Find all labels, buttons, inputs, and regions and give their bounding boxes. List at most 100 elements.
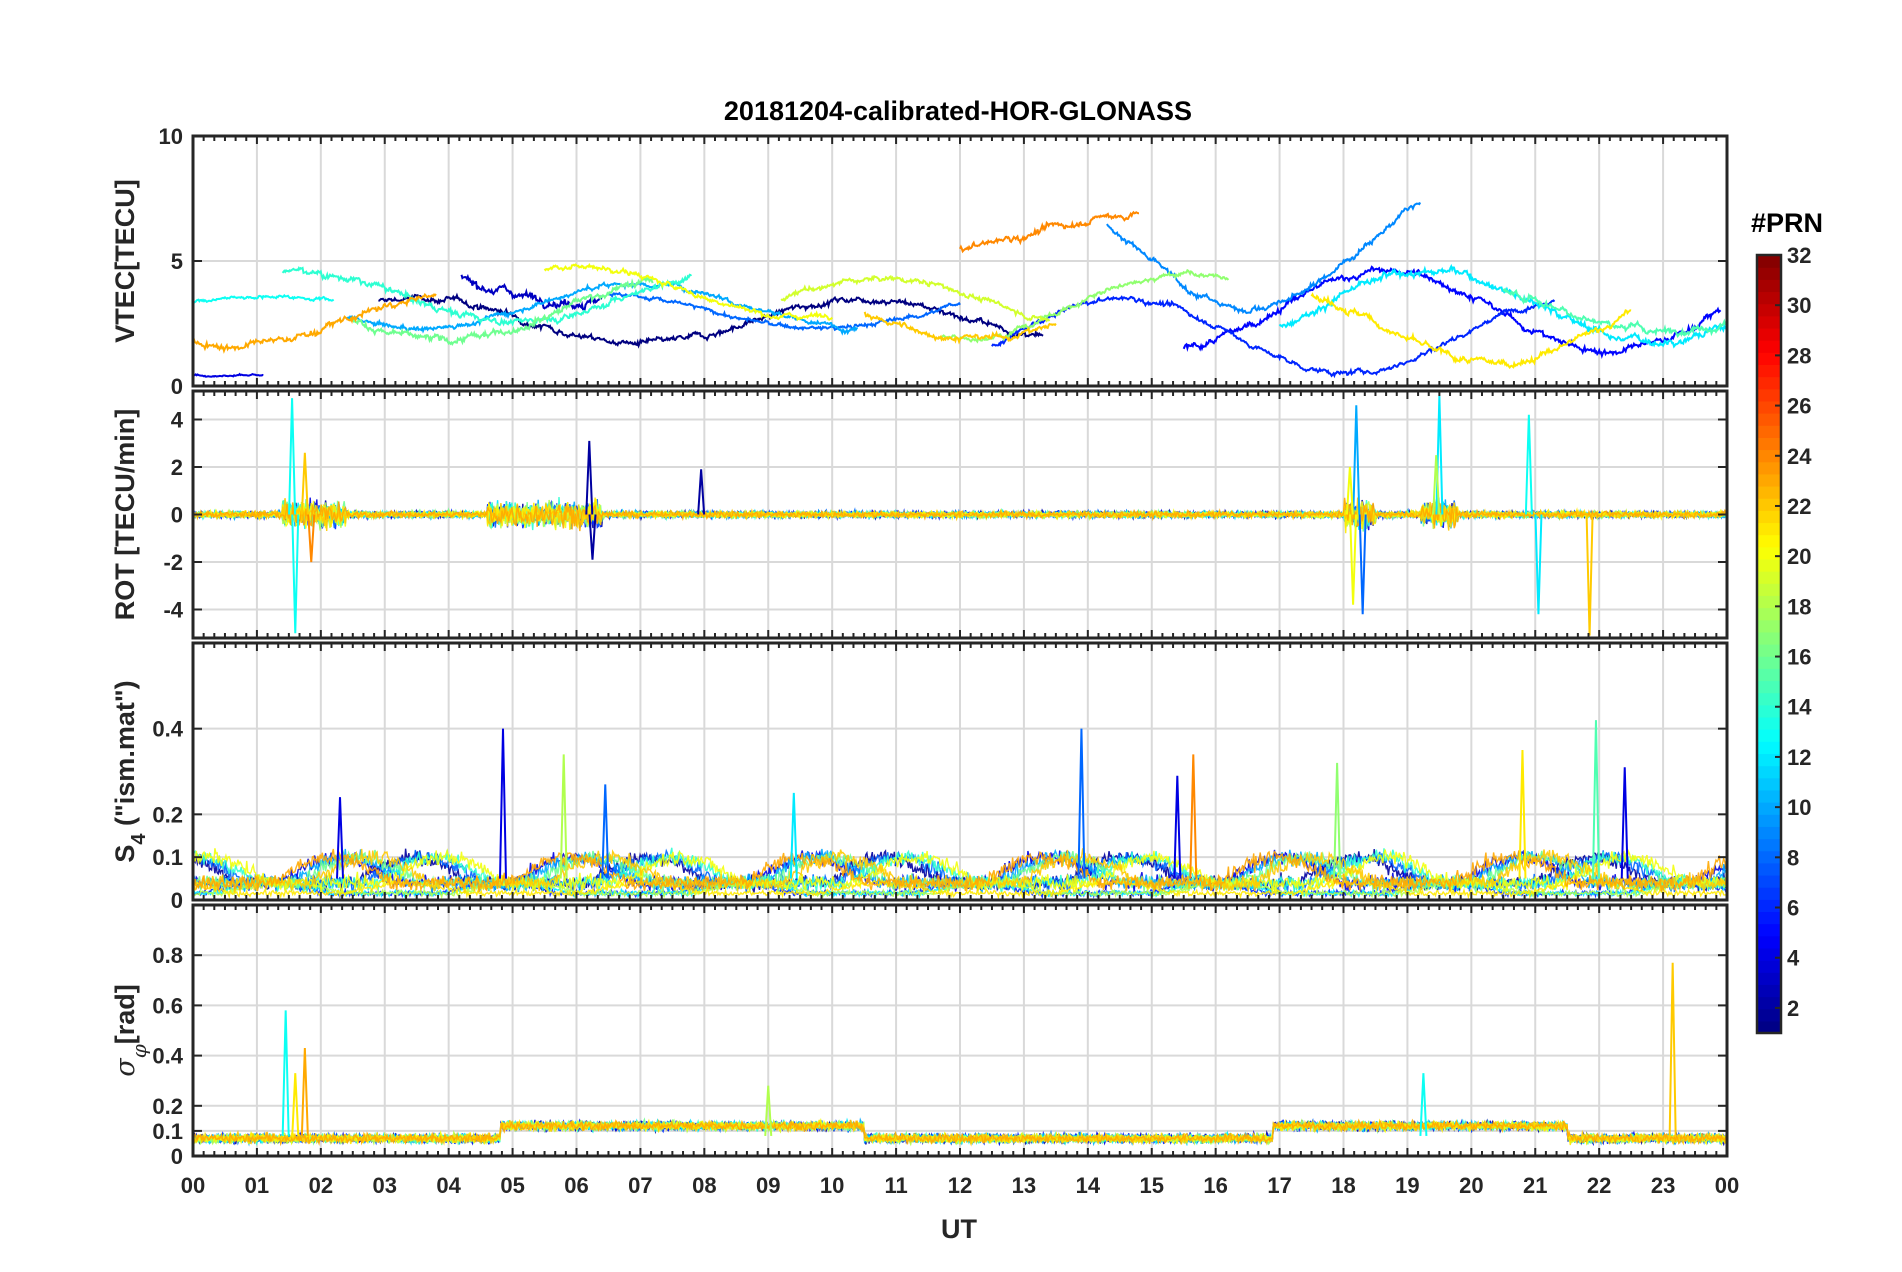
colorbar-swatch	[1757, 911, 1781, 925]
colorbar-swatch	[1757, 753, 1781, 767]
y-tick-label: 0.6	[152, 993, 183, 1018]
vtec-series-prn-4	[193, 372, 264, 378]
colorbar-swatch	[1757, 777, 1781, 791]
vtec-series-prn-5	[1182, 265, 1722, 359]
colorbar-tick-label: 18	[1787, 594, 1811, 619]
x-tick-label: 16	[1203, 1173, 1227, 1198]
x-tick-label: 02	[309, 1173, 333, 1198]
colorbar-swatch	[1757, 546, 1781, 560]
colorbar-swatch	[1757, 498, 1781, 511]
rot-ylabel: ROT [TECU/min]	[110, 409, 140, 620]
colorbar-swatch	[1757, 461, 1781, 475]
colorbar-swatch	[1757, 279, 1781, 293]
sigma-panel: 00.10.2 0.4 0.6 0.8σφ[rad]	[110, 903, 1729, 1169]
colorbar-swatch	[1757, 522, 1781, 536]
vtec-series-prn-9	[1106, 202, 1422, 315]
y-tick-label: 4	[171, 408, 184, 433]
colorbar-swatch	[1757, 644, 1781, 657]
s4-panel: 0 0.1 0.2 0.4S4 ("ism.mat")	[110, 641, 1729, 913]
colorbar-swatch	[1757, 1008, 1781, 1022]
y-tick-label: -4	[163, 598, 183, 623]
vtec-series-prn-17	[940, 268, 1230, 344]
colorbar-tick-label: 8	[1787, 845, 1799, 870]
x-tick-label: 09	[756, 1173, 780, 1198]
colorbar-swatch	[1757, 923, 1781, 937]
sigma-spike-3	[291, 1073, 300, 1136]
vtec-series-prn-10	[345, 280, 858, 336]
s4-spike-6	[1333, 762, 1342, 879]
s4-series-prn-20	[193, 848, 1727, 894]
colorbar-swatch	[1757, 534, 1781, 548]
vtec-series-prn-21	[1310, 292, 1632, 370]
rot-spike-9	[1345, 466, 1354, 515]
colorbar-swatch	[1757, 315, 1781, 329]
vtec-series-prn-14	[281, 266, 692, 327]
colorbar-frame	[1755, 253, 1783, 1035]
colorbar-swatch	[1757, 899, 1781, 913]
colorbar-swatch	[1757, 692, 1781, 706]
colorbar-swatch	[1757, 741, 1781, 755]
colorbar-swatch	[1757, 960, 1781, 973]
colorbar-tick-label: 14	[1787, 695, 1812, 720]
vtec-series-prn-24	[959, 210, 1139, 254]
x-axis-ticks: 00 01 02 03 04 05 06 07 08 09 10 11 12 13 14 15 16 17 18 19…	[181, 1173, 1739, 1198]
rot-spike-14	[1534, 514, 1543, 615]
sigma-spike-0	[281, 1010, 290, 1136]
x-tick-label: 04	[436, 1173, 461, 1198]
colorbar-swatch	[1757, 376, 1781, 390]
sigma-series-group	[193, 962, 1727, 1147]
colorbar-swatch	[1757, 729, 1781, 742]
s4-spike-3	[1077, 728, 1086, 879]
s4-spike-9	[1620, 767, 1629, 879]
x-tick-label: 20	[1459, 1173, 1483, 1198]
colorbar-swatch	[1757, 802, 1781, 815]
y-tick-label: 0.8	[152, 943, 183, 968]
vtec-panel: 0 5 10 VTEC[TECU]	[110, 124, 1729, 399]
colorbar-tick-label: 10	[1787, 795, 1811, 820]
x-tick-label: 00	[181, 1173, 205, 1198]
colorbar-swatch	[1757, 1020, 1781, 1034]
vtec-series-prn-3	[460, 273, 604, 311]
s4-spike-8	[1591, 720, 1600, 879]
s4-series-prn-23	[193, 848, 1727, 893]
x-tick-label: 17	[1267, 1173, 1291, 1198]
y-tick-label: 0.4	[152, 1044, 183, 1069]
colorbar-swatch	[1757, 619, 1781, 633]
x-tick-label: 12	[948, 1173, 972, 1198]
colorbar-swatch	[1757, 485, 1781, 499]
y-tick-label: 0.2	[152, 802, 183, 827]
x-tick-label: 22	[1587, 1173, 1611, 1198]
s4-spike-7	[1518, 750, 1527, 879]
x-tick-label: 23	[1651, 1173, 1675, 1198]
rot-spike-12	[1432, 455, 1441, 515]
vtec-series-prn-6	[991, 295, 1556, 379]
s4-spike-4	[1189, 754, 1198, 879]
x-tick-label: 08	[692, 1173, 716, 1198]
rot-spike-13	[1524, 414, 1533, 515]
y-tick-label: 0.2	[152, 1094, 183, 1119]
colorbar-swatch	[1757, 814, 1781, 827]
colorbar-swatch	[1757, 473, 1781, 487]
s4-spike-5	[1173, 775, 1182, 879]
vtec-series-prn-23	[193, 292, 437, 354]
colorbar-swatch	[1757, 826, 1781, 840]
colorbar-swatch	[1757, 874, 1781, 888]
colorbar-tick-label: 12	[1787, 745, 1811, 770]
colorbar-swatch	[1757, 303, 1781, 317]
colorbar-swatch	[1757, 935, 1781, 949]
x-tick-label: 01	[245, 1173, 269, 1198]
colorbar-swatch	[1757, 352, 1781, 366]
colorbar-tick-label: 4	[1787, 946, 1800, 971]
rot-spike-10	[1349, 514, 1358, 605]
colorbar-tick-label: 2	[1787, 996, 1799, 1021]
x-tick-label: 05	[500, 1173, 524, 1198]
vtec-series-group	[193, 202, 1727, 379]
rot-spike-6	[697, 469, 706, 515]
sigma-spike-5	[764, 1085, 773, 1136]
s4-spike-1	[559, 754, 568, 879]
s4-spike-10	[336, 797, 345, 879]
chart-title: 20181204-calibrated-HOR-GLONASS	[724, 96, 1192, 126]
y-tick-label: 0.1	[152, 1119, 183, 1144]
colorbar-tick-label: 20	[1787, 544, 1811, 569]
